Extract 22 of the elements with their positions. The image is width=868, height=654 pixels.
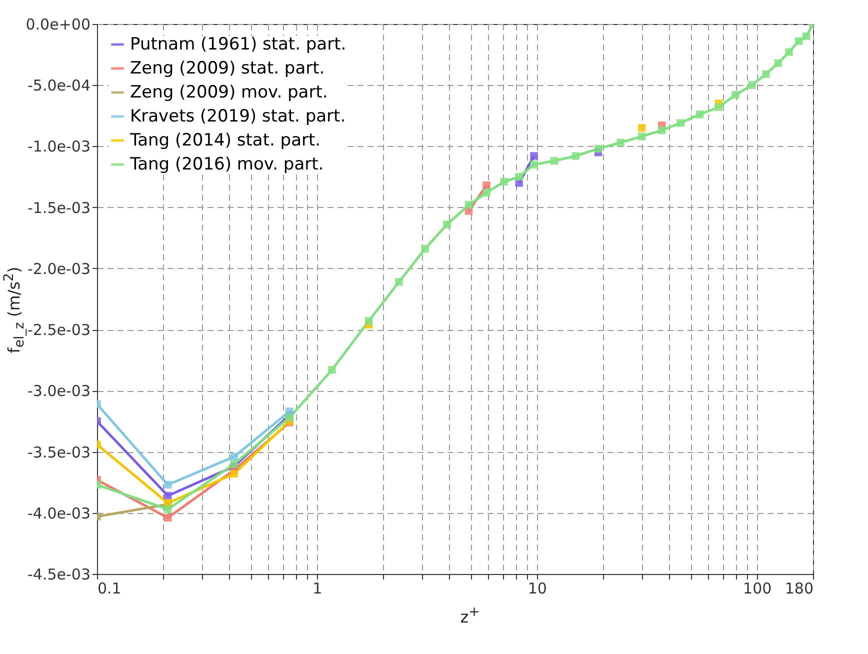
legend-label: Putnam (1961) stat. part. (130, 34, 346, 54)
y-tick-label: -1.0e-03 (28, 138, 90, 156)
y-tick-label: -5.0e-04 (28, 76, 90, 95)
x-tick-label: 0.1 (98, 580, 122, 598)
legend-label: Tang (2016) mov. part. (129, 154, 324, 174)
x-axis-title: z$^{+}$ (460, 605, 480, 626)
legend-label: Kravets (2019) stat. part. (130, 106, 346, 126)
x-tick-label: 10 (528, 580, 547, 598)
y-tick-label: -3.0e-03 (28, 382, 90, 400)
x-tick-label: 100 (743, 580, 772, 598)
legend-label: Zeng (2009) mov. part. (130, 82, 328, 102)
x-tick-label: 180 (784, 580, 814, 598)
y-tick-label: -4.0e-03 (28, 504, 90, 522)
y-tick-label: -2.0e-03 (28, 260, 90, 278)
legend-label: Zeng (2009) stat. part. (130, 58, 325, 78)
x-tick-label: 1 (312, 580, 322, 598)
y-tick-label: -3.5e-03 (28, 443, 90, 462)
y-tick-label: -1.5e-03 (28, 198, 90, 217)
legend-label: Tang (2014) stat. part. (129, 130, 321, 150)
y-tick-label: -4.5e-03 (28, 566, 90, 584)
y-tick-label: 0.0e+00 (26, 16, 90, 34)
y-tick-label: -2.5e-03 (28, 321, 90, 340)
